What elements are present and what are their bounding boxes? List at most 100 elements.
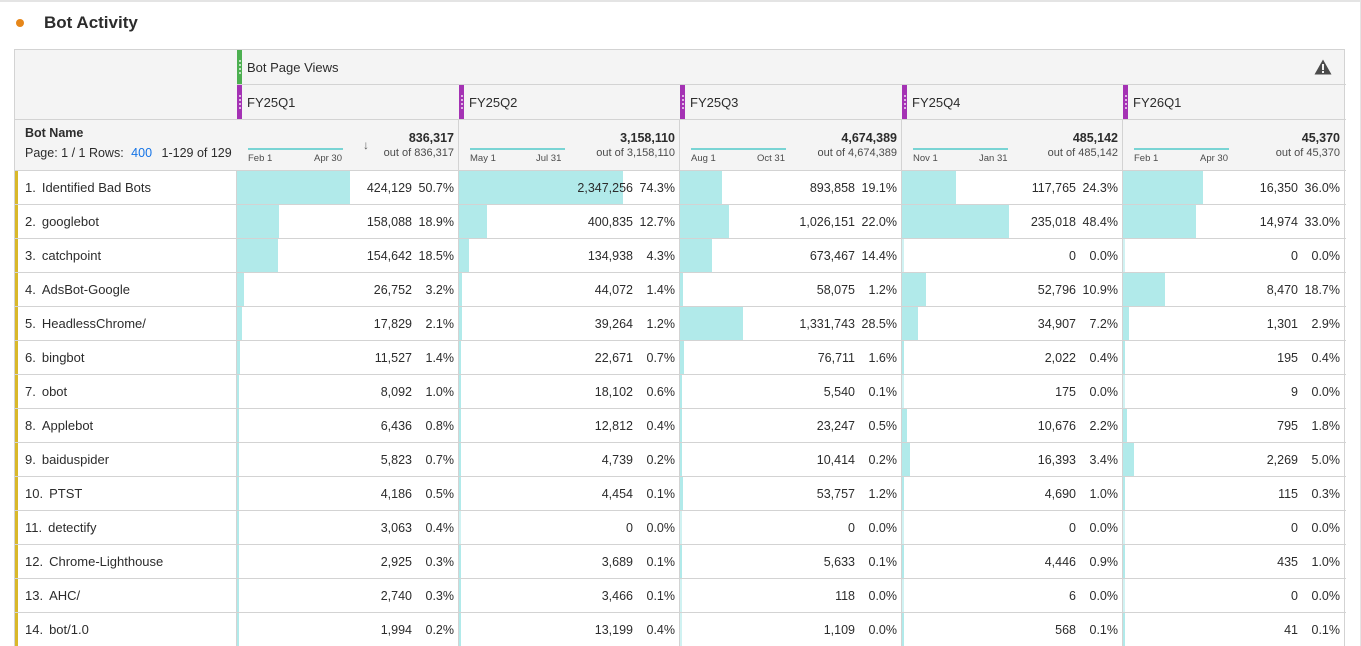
table-row[interactable]: 12. Chrome-Lighthouse 2,925 0.3% 3,689 0.1% 5,…	[15, 545, 1346, 579]
segment-header-fy25q2[interactable]: FY25Q2	[459, 85, 680, 119]
metric-cell[interactable]: 11,527 1.4%	[237, 341, 459, 375]
table-row[interactable]: 6. bingbot 11,527 1.4% 22,671 0.7% 76,711 1.6% 2…	[15, 341, 1346, 375]
metric-cell[interactable]: 2,347,256 74.3%	[459, 171, 680, 205]
metric-cell[interactable]: 8,092 1.0%	[237, 375, 459, 409]
metric-cell[interactable]: 4,454 0.1%	[459, 477, 680, 511]
metric-cell[interactable]: 118 0.0%	[680, 579, 902, 613]
row-dimension-item[interactable]: 8. Applebot	[25, 409, 93, 443]
metric-cell[interactable]: 6 0.0%	[902, 579, 1123, 613]
segment-header-fy25q3[interactable]: FY25Q3	[680, 85, 902, 119]
metric-cell[interactable]: 5,540 0.1%	[680, 375, 902, 409]
metric-cell[interactable]: 435 1.0%	[1123, 545, 1345, 579]
metric-cell[interactable]: 3,689 0.1%	[459, 545, 680, 579]
row-dimension-item[interactable]: 11. detectify	[25, 511, 97, 545]
segment-header-fy26q1[interactable]: FY26Q1	[1123, 85, 1345, 119]
metric-cell[interactable]: 4,446 0.9%	[902, 545, 1123, 579]
metric-cell[interactable]: 10,676 2.2%	[902, 409, 1123, 443]
metric-cell[interactable]: 424,129 50.7%	[237, 171, 459, 205]
table-row[interactable]: 5. HeadlessChrome/17,829 2.1% 39,264 1.2% 1,3…	[15, 307, 1346, 341]
segment-header-fy25q1[interactable]: FY25Q1	[237, 85, 459, 119]
metric-cell[interactable]: 3,063 0.4%	[237, 511, 459, 545]
table-row[interactable]: 1. Identified Bad Bots 424,129 50.7% 2,347,2…	[15, 171, 1346, 205]
metric-header[interactable]: Bot Page Views	[237, 50, 339, 84]
metric-cell[interactable]: 34,907 7.2%	[902, 307, 1123, 341]
metric-cell[interactable]: 1,026,151 22.0%	[680, 205, 902, 239]
sparkline[interactable]	[691, 148, 786, 150]
sparkline[interactable]	[470, 148, 565, 150]
metric-cell[interactable]: 0 0.0%	[1123, 511, 1345, 545]
metric-cell[interactable]: 18,102 0.6%	[459, 375, 680, 409]
table-row[interactable]: 10. PTST 4,186 0.5% 4,454 0.1% 53,757 1.2% 4,690…	[15, 477, 1346, 511]
metric-cell[interactable]: 2,269 5.0%	[1123, 443, 1345, 477]
drag-handle-icon[interactable]	[1123, 85, 1128, 119]
metric-cell[interactable]: 8,470 18.7%	[1123, 273, 1345, 307]
metric-cell[interactable]: 2,740 0.3%	[237, 579, 459, 613]
metric-cell[interactable]: 16,393 3.4%	[902, 443, 1123, 477]
metric-cell[interactable]: 4,739 0.2%	[459, 443, 680, 477]
row-dimension-item[interactable]: 6. bingbot	[25, 341, 85, 375]
row-dimension-item[interactable]: 13. AHC/	[25, 579, 80, 613]
metric-cell[interactable]: 175 0.0%	[902, 375, 1123, 409]
drag-handle-icon[interactable]	[680, 85, 685, 119]
table-row[interactable]: 11. detectify 3,063 0.4% 0 0.0% 0 0.0% 0 0.0% 0 0.0…	[15, 511, 1346, 545]
metric-cell[interactable]: 5,823 0.7%	[237, 443, 459, 477]
metric-cell[interactable]: 5,633 0.1%	[680, 545, 902, 579]
dimension-header-label[interactable]: Bot Name	[25, 126, 84, 140]
table-row[interactable]: 4. AdsBot-Google 26,752 3.2% 44,072 1.4% 58,07…	[15, 273, 1346, 307]
metric-cell[interactable]: 53,757 1.2%	[680, 477, 902, 511]
row-dimension-item[interactable]: 10. PTST	[25, 477, 82, 511]
metric-cell[interactable]: 41 0.1%	[1123, 613, 1345, 646]
metric-cell[interactable]: 4,690 1.0%	[902, 477, 1123, 511]
row-dimension-item[interactable]: 2. googlebot	[25, 205, 99, 239]
metric-cell[interactable]: 2,925 0.3%	[237, 545, 459, 579]
row-dimension-item[interactable]: 9. baiduspider	[25, 443, 109, 477]
metric-cell[interactable]: 16,350 36.0%	[1123, 171, 1345, 205]
row-dimension-item[interactable]: 12. Chrome-Lighthouse	[25, 545, 163, 579]
table-row[interactable]: 9. baiduspider 5,823 0.7% 4,739 0.2% 10,414 0.2…	[15, 443, 1346, 477]
panel-title[interactable]: Bot Activity	[44, 13, 138, 32]
metric-cell[interactable]: 134,938 4.3%	[459, 239, 680, 273]
metric-cell[interactable]: 1,109 0.0%	[680, 613, 902, 646]
metric-cell[interactable]: 1,331,743 28.5%	[680, 307, 902, 341]
metric-cell[interactable]: 154,642 18.5%	[237, 239, 459, 273]
metric-cell[interactable]: 0 0.0%	[1123, 239, 1345, 273]
drag-handle-icon[interactable]	[237, 50, 242, 84]
metric-cell[interactable]: 117,765 24.3%	[902, 171, 1123, 205]
drag-handle-icon[interactable]	[902, 85, 907, 119]
metric-cell[interactable]: 795 1.8%	[1123, 409, 1345, 443]
row-dimension-item[interactable]: 5. HeadlessChrome/	[25, 307, 146, 341]
metric-cell[interactable]: 673,467 14.4%	[680, 239, 902, 273]
row-dimension-item[interactable]: 1. Identified Bad Bots	[25, 171, 151, 205]
arrow-down-icon[interactable]: ↓	[363, 138, 369, 152]
sparkline[interactable]	[1134, 148, 1229, 150]
metric-cell[interactable]: 0 0.0%	[902, 239, 1123, 273]
row-dimension-item[interactable]: 3. catchpoint	[25, 239, 101, 273]
metric-cell[interactable]: 58,075 1.2%	[680, 273, 902, 307]
metric-cell[interactable]: 2,022 0.4%	[902, 341, 1123, 375]
metric-cell[interactable]: 115 0.3%	[1123, 477, 1345, 511]
metric-cell[interactable]: 6,436 0.8%	[237, 409, 459, 443]
table-row[interactable]: 3. catchpoint 154,642 18.5% 134,938 4.3% 673,4…	[15, 239, 1346, 273]
sparkline[interactable]	[248, 148, 343, 150]
metric-cell[interactable]: 13,199 0.4%	[459, 613, 680, 646]
metric-cell[interactable]: 12,812 0.4%	[459, 409, 680, 443]
metric-cell[interactable]: 1,301 2.9%	[1123, 307, 1345, 341]
metric-cell[interactable]: 14,974 33.0%	[1123, 205, 1345, 239]
metric-cell[interactable]: 235,018 48.4%	[902, 205, 1123, 239]
metric-cell[interactable]: 893,858 19.1%	[680, 171, 902, 205]
metric-cell[interactable]: 23,247 0.5%	[680, 409, 902, 443]
metric-cell[interactable]: 26,752 3.2%	[237, 273, 459, 307]
metric-cell[interactable]: 568 0.1%	[902, 613, 1123, 646]
metric-cell[interactable]: 0 0.0%	[1123, 579, 1345, 613]
metric-cell[interactable]: 1,994 0.2%	[237, 613, 459, 646]
row-dimension-item[interactable]: 14. bot/1.0	[25, 613, 89, 646]
metric-cell[interactable]: 17,829 2.1%	[237, 307, 459, 341]
metric-cell[interactable]: 52,796 10.9%	[902, 273, 1123, 307]
metric-cell[interactable]: 3,466 0.1%	[459, 579, 680, 613]
metric-cell[interactable]: 0 0.0%	[459, 511, 680, 545]
rows-per-page-select[interactable]: 400	[131, 146, 153, 160]
table-row[interactable]: 14. bot/1.0 1,994 0.2% 13,199 0.4% 1,109 0.0% 56…	[15, 613, 1346, 646]
drag-handle-icon[interactable]	[237, 85, 242, 119]
segment-header-fy25q4[interactable]: FY25Q4	[902, 85, 1123, 119]
row-dimension-item[interactable]: 7. obot	[25, 375, 67, 409]
